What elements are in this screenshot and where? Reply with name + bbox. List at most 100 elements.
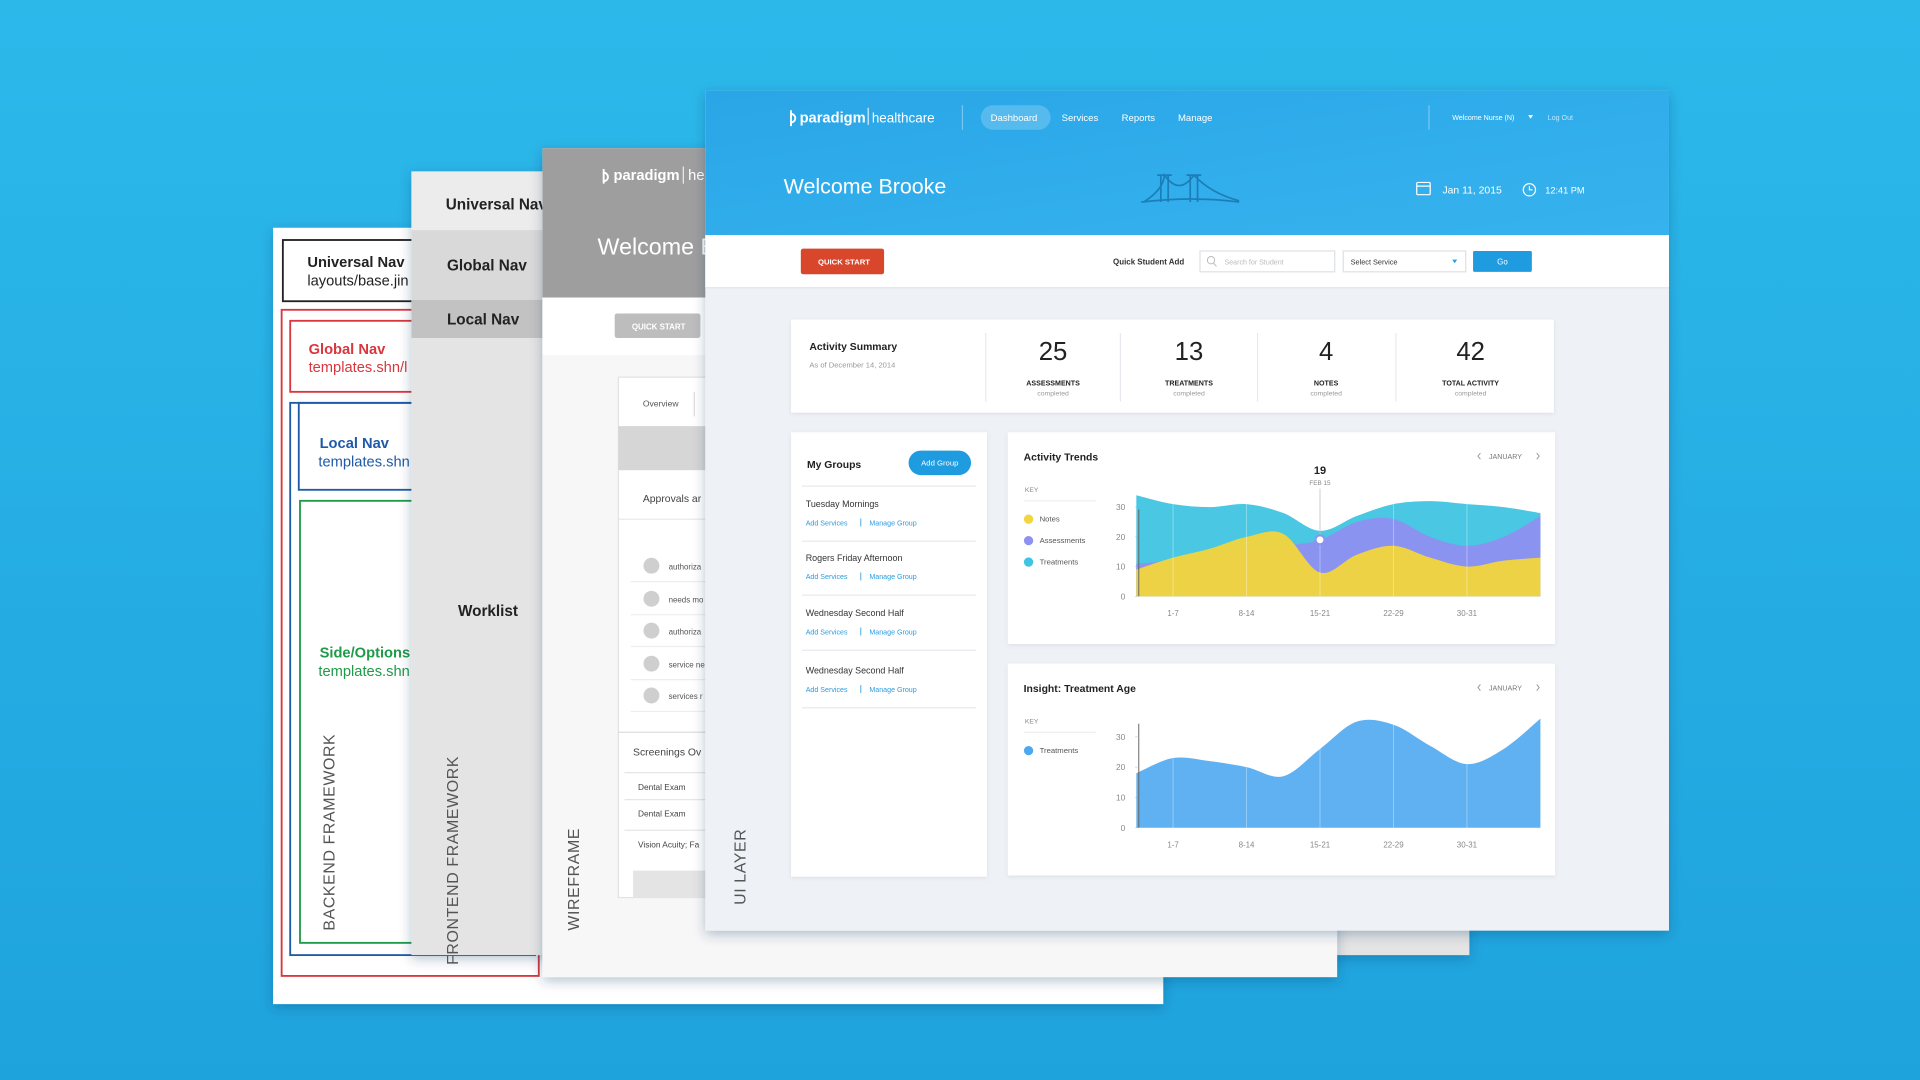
insight-chart: Insight: Treatment Age KEY JANUARY Treatmen…: [1007, 663, 1556, 876]
list-bullet: [643, 590, 660, 607]
welcome: Welcome Brooke: [784, 174, 947, 198]
x-tick-label: 1-7: [1167, 609, 1179, 618]
service-select[interactable]: [1342, 250, 1467, 273]
logo-suffix: healthcare: [872, 110, 935, 125]
group-link[interactable]: Manage Group: [869, 628, 916, 636]
go-label[interactable]: Go: [1497, 257, 1508, 266]
next-arrow[interactable]: [1536, 452, 1540, 460]
logo-icon: [602, 168, 609, 184]
group-name: Wednesday Second Half: [806, 665, 905, 675]
prev-arrow[interactable]: [1477, 684, 1481, 691]
y-tick-label: 10: [1116, 562, 1126, 572]
stat-label: TREATMENTS: [1165, 380, 1213, 388]
content-label: Worklist: [458, 603, 518, 620]
section-title: Screenings Ov: [633, 748, 702, 759]
add-group-button[interactable]: [908, 450, 972, 476]
box-title: Local Nav: [320, 436, 390, 452]
quick-start-label: QUICK START: [632, 322, 686, 331]
legend-label: Assessments: [1040, 536, 1086, 545]
stat-sub: completed: [1173, 391, 1205, 398]
global-nav-band: [411, 230, 547, 300]
box-title: Global Nav: [309, 342, 387, 358]
y-tick-label: 20: [1116, 762, 1126, 772]
layer-label: FRONTEND FRAMEWORK: [445, 756, 462, 965]
stat-value: 4: [1319, 338, 1333, 366]
bridge-icon: [1141, 172, 1240, 203]
clock-hands: [1528, 186, 1533, 191]
box-path: layouts/base.jin: [307, 273, 408, 289]
x-tick-label: 22-29: [1383, 609, 1404, 618]
add-group-label[interactable]: Add Group: [921, 458, 958, 467]
logo: paradigm: [613, 168, 679, 184]
logo: paradigm: [800, 110, 866, 126]
local-nav-band: [411, 300, 547, 338]
x-tick-label: 15-21: [1310, 609, 1331, 618]
search-placeholder: Search for Student: [1224, 258, 1283, 266]
section-label: Local Nav: [447, 311, 520, 328]
quick-start-button[interactable]: [614, 313, 701, 338]
quick-start-button[interactable]: [800, 248, 885, 275]
go-button[interactable]: [1473, 251, 1532, 272]
logout[interactable]: Log Out: [1548, 114, 1573, 122]
layer-label: UI LAYER: [733, 829, 750, 905]
tooltip-point: [1314, 534, 1326, 546]
group-link[interactable]: Add Services: [806, 686, 848, 694]
nav-active: [980, 105, 1051, 130]
y-tick-label: 30: [1116, 502, 1126, 512]
list-item: authoriza: [669, 562, 702, 571]
y-tick-label: 0: [1121, 591, 1126, 601]
box-path: templates.shn: [318, 455, 409, 471]
table-row: Dental Exam: [638, 809, 686, 819]
header: [705, 90, 1669, 236]
group-link[interactable]: Manage Group: [869, 519, 916, 527]
legend-swatch: [1023, 535, 1034, 546]
nav-link[interactable]: Dashboard: [991, 113, 1038, 124]
date: Jan 11, 2015: [1442, 185, 1502, 196]
quick-start-label[interactable]: QUICK START: [818, 257, 870, 266]
layer-label: BACKEND FRAMEWORK: [321, 734, 338, 931]
layer-label: WIREFRAME: [566, 828, 583, 931]
list-bullet: [643, 655, 660, 672]
groups-card: [791, 432, 987, 877]
x-tick-label: 30-31: [1457, 609, 1478, 618]
search-icon: [1206, 256, 1216, 265]
x-tick-label: 30-31: [1457, 840, 1478, 849]
stat-value: 42: [1456, 338, 1485, 366]
prev-arrow[interactable]: [1477, 452, 1481, 460]
stat-label: ASSESSMENTS: [1026, 380, 1080, 388]
search-input[interactable]: [1199, 250, 1336, 273]
y-tick-label: 30: [1116, 732, 1126, 742]
list-item: needs mo: [669, 595, 704, 604]
group-link[interactable]: Manage Group: [869, 686, 916, 694]
month-label: JANUARY: [1489, 453, 1522, 461]
group-link[interactable]: Add Services: [806, 573, 848, 581]
stat-sub: completed: [1455, 391, 1487, 398]
x-tick-label: 1-7: [1167, 840, 1179, 849]
section-label: Universal Nav: [446, 196, 548, 213]
list-bullet: [643, 557, 660, 574]
group-link[interactable]: Add Services: [806, 628, 848, 636]
list-bullet: [643, 687, 660, 704]
x-tick-label: 15-21: [1310, 840, 1331, 849]
tab: Overview: [643, 399, 680, 409]
nav-link[interactable]: Services: [1062, 113, 1099, 124]
nav-link[interactable]: Manage: [1178, 113, 1213, 124]
group-link[interactable]: Add Services: [806, 519, 848, 527]
user-menu[interactable]: Welcome Nurse (N): [1452, 114, 1514, 122]
nav-link[interactable]: Reports: [1122, 113, 1156, 124]
ui-layer: paradigm healthcare Dashboard Services Repor…: [705, 90, 1669, 931]
stat-sub: completed: [1310, 391, 1342, 398]
group-name: Rogers Friday Afternoon: [806, 553, 903, 563]
group-link[interactable]: Manage Group: [869, 573, 916, 581]
x-tick-label: 8-14: [1239, 840, 1255, 849]
area: [1136, 718, 1541, 828]
next-arrow[interactable]: [1536, 684, 1540, 691]
tooltip-value: 19: [1314, 465, 1326, 477]
select-caret: [1452, 259, 1458, 264]
stat-label: TOTAL ACTIVITY: [1442, 380, 1499, 388]
section-label: Global Nav: [447, 258, 527, 275]
list-item: service ne: [669, 660, 706, 669]
y-tick-label: 10: [1116, 793, 1126, 803]
